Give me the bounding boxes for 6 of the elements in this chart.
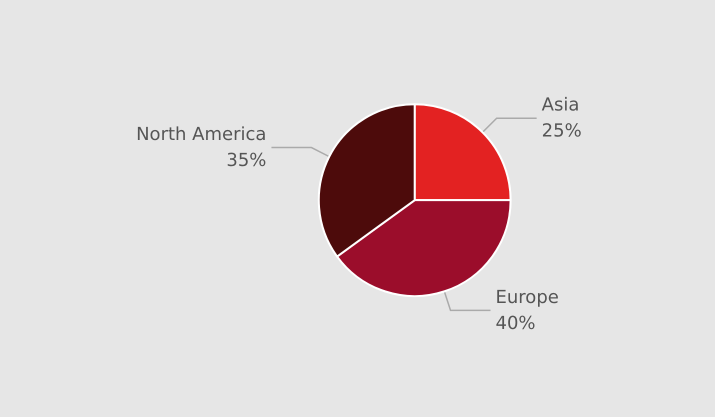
data-label: 25%	[542, 120, 582, 142]
data-label: 40%	[496, 312, 536, 334]
slice-label: Europe	[496, 286, 559, 308]
slice-label: North America	[136, 124, 266, 146]
slice-label: Asia	[542, 94, 580, 116]
data-label: 35%	[226, 150, 266, 172]
